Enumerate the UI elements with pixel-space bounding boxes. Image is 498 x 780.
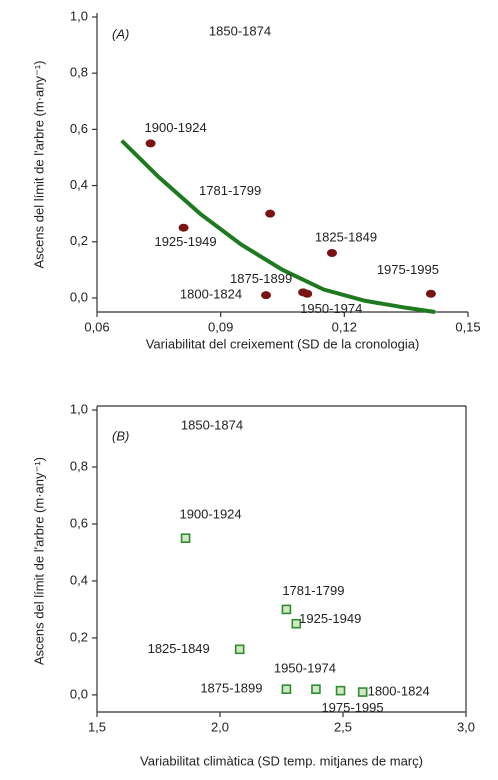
point-label: 1800-1824 xyxy=(180,287,242,302)
y-tick-label: 0,8 xyxy=(70,65,88,80)
point-label: 1975-1995 xyxy=(321,700,383,715)
point-label: 1900-1924 xyxy=(145,120,207,135)
point xyxy=(234,644,245,655)
panel-label: (A) xyxy=(112,26,129,41)
y-tick-label: 0,6 xyxy=(70,515,88,530)
x-tick-label: 2,5 xyxy=(334,719,352,734)
x-tick-label: 0,09 xyxy=(208,319,233,334)
point-label: 1781-1799 xyxy=(199,183,261,198)
y-axis-title: Ascens del límit de l'arbre (m·any⁻¹) xyxy=(31,457,46,665)
point-label: 1825-1849 xyxy=(148,641,210,656)
y-tick-label: 1,0 xyxy=(70,8,88,23)
point-label: 1925-1949 xyxy=(154,234,216,249)
x-tick-label: 1,5 xyxy=(88,719,106,734)
point xyxy=(180,533,191,544)
point-label: 1925-1949 xyxy=(299,611,361,626)
point-label: 1875-1899 xyxy=(200,681,262,696)
x-tick-label: 0,12 xyxy=(332,319,357,334)
y-tick-label: 0,2 xyxy=(70,629,88,644)
x-axis-title: Variabilitat del creixement (SD de la cr… xyxy=(146,336,420,351)
point-label: 1875-1899 xyxy=(230,271,292,286)
point-label: 1900-1924 xyxy=(179,507,241,522)
fit-curve xyxy=(120,139,436,314)
point xyxy=(145,139,156,148)
point-label: 1950-1974 xyxy=(274,661,336,676)
point-label: 1781-1799 xyxy=(282,583,344,598)
point xyxy=(302,289,313,298)
y-tick-label: 0,4 xyxy=(70,177,88,192)
point xyxy=(311,684,321,695)
y-axis-title: Ascens del límit de l'arbre (m·any⁻¹) xyxy=(31,60,46,268)
x-axis-title: Variabilitat climàtica (SD temp. mitjane… xyxy=(140,753,423,768)
annotation: 1850-1874 xyxy=(181,417,243,432)
point-label: 1975-1995 xyxy=(377,262,439,277)
point xyxy=(425,289,436,298)
y-tick-label: 0,8 xyxy=(70,458,88,473)
x-tick-label: 2,0 xyxy=(211,719,229,734)
point xyxy=(178,223,189,232)
point xyxy=(291,618,302,629)
x-tick-label: 0,06 xyxy=(84,319,109,334)
point xyxy=(265,209,276,218)
y-tick-label: 0,2 xyxy=(70,233,88,248)
y-tick-label: 0,0 xyxy=(70,686,88,701)
x-tick-label: 0,15 xyxy=(455,319,480,334)
y-tick-label: 1,0 xyxy=(70,401,88,416)
point xyxy=(281,684,292,695)
point xyxy=(326,249,337,257)
panel-label: (B) xyxy=(112,428,129,443)
point xyxy=(357,687,368,697)
x-tick-label: 3,0 xyxy=(457,719,475,734)
point xyxy=(335,685,346,696)
point-label: 1825-1849 xyxy=(315,229,377,244)
point xyxy=(281,604,292,615)
y-tick-label: 0,0 xyxy=(70,289,88,304)
point-label: 1950-1974 xyxy=(300,301,362,316)
y-tick-label: 0,4 xyxy=(70,572,88,587)
y-tick-label: 0,6 xyxy=(70,121,88,136)
annotation: 1850-1874 xyxy=(209,23,271,38)
point xyxy=(261,291,272,300)
point-label: 1800-1824 xyxy=(368,683,430,698)
